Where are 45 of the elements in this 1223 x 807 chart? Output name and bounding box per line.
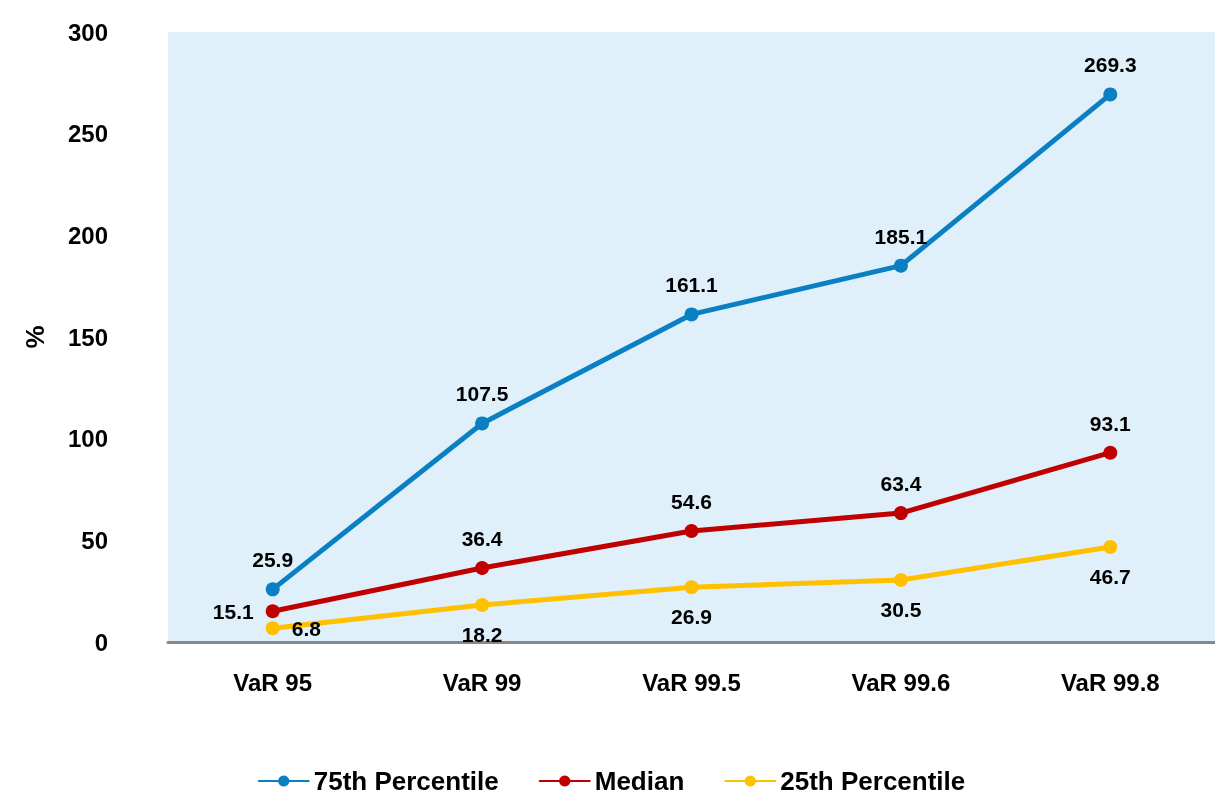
y-tick-label: 150 xyxy=(67,323,108,351)
x-tick-label: VaR 99 xyxy=(442,668,522,696)
y-tick-label: 250 xyxy=(67,120,108,148)
point xyxy=(684,307,699,322)
point xyxy=(893,506,908,521)
point xyxy=(475,560,490,575)
data-label: 46.7 xyxy=(1089,565,1131,589)
data-label: 93.1 xyxy=(1089,411,1132,435)
point xyxy=(684,523,699,538)
x-tick-label: VaR 99.8 xyxy=(1060,668,1160,696)
legend-label: 75th Percentile xyxy=(313,766,499,796)
data-label: 36.4 xyxy=(461,526,503,550)
y-tick-label: 300 xyxy=(67,18,108,46)
point xyxy=(265,604,280,619)
data-label: 25.9 xyxy=(252,548,294,572)
y-tick-label: 50 xyxy=(81,526,108,554)
point xyxy=(265,582,280,597)
y-tick-label: 0 xyxy=(94,628,108,656)
point xyxy=(1103,445,1118,460)
data-label: 107.5 xyxy=(455,382,509,406)
x-tick-label: VaR 99.5 xyxy=(642,668,741,696)
point xyxy=(1103,540,1118,555)
y-tick-label: 100 xyxy=(67,425,108,453)
data-label: 15.1 xyxy=(212,599,255,623)
data-label: 54.6 xyxy=(671,489,712,513)
data-label: 161.1 xyxy=(665,273,719,297)
point xyxy=(684,580,699,595)
data-label: 269.3 xyxy=(1084,53,1137,77)
data-label: 185.1 xyxy=(874,224,928,248)
point xyxy=(893,572,908,587)
y-tick-label: 200 xyxy=(67,221,108,249)
data-label: 18.2 xyxy=(461,622,503,646)
point xyxy=(893,258,908,273)
data-label: 63.4 xyxy=(880,472,922,496)
x-tick-label: VaR 95 xyxy=(233,668,313,696)
data-label: 30.5 xyxy=(880,597,922,621)
legend-label: 25th Percentile xyxy=(780,766,966,796)
point xyxy=(1103,87,1118,102)
legend-label: Median xyxy=(594,766,685,796)
point xyxy=(475,416,490,431)
point xyxy=(475,598,490,612)
y-axis-title: % xyxy=(20,325,50,349)
data-label: 26.9 xyxy=(671,605,712,629)
point xyxy=(265,621,280,636)
x-tick-label: VaR 99.6 xyxy=(851,668,951,696)
